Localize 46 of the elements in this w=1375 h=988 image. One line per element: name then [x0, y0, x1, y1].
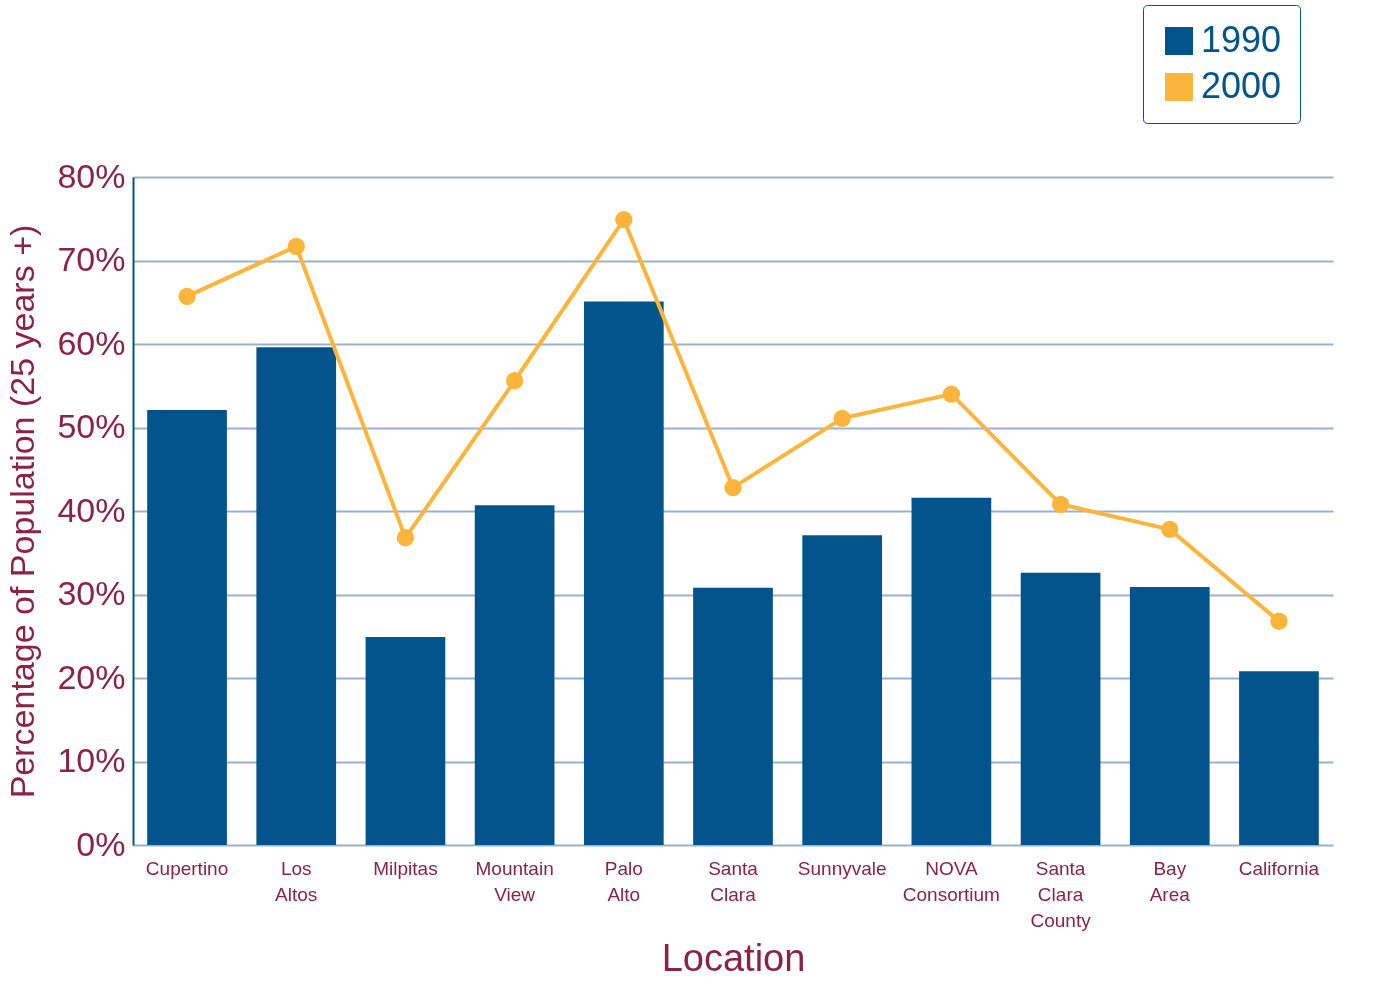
point — [833, 409, 851, 427]
point — [724, 478, 742, 497]
y-tick-label: 40% — [57, 490, 126, 529]
y-tick-label: 80% — [57, 156, 126, 195]
legend-label: 2000 — [1201, 65, 1282, 106]
bar — [583, 301, 664, 845]
x-tick-label: Sunnyvale — [797, 857, 887, 879]
x-tick-label: Palo Alto — [604, 857, 643, 905]
bar — [693, 587, 773, 845]
y-tick-label: 60% — [57, 323, 126, 362]
y-tick-label: 20% — [57, 657, 126, 696]
x-tick-label: Cupertino — [145, 857, 229, 879]
point — [615, 210, 633, 229]
x-tick-label: NOVA Consortium — [902, 857, 1000, 905]
x-tick-label: Santa Clara — [708, 857, 759, 905]
bar — [365, 637, 446, 845]
x-tick-label: Mountain View — [475, 857, 554, 905]
y-tick-label: 30% — [57, 574, 126, 612]
y-tick-label: 10% — [57, 741, 126, 779]
bar — [474, 505, 555, 845]
point — [1051, 495, 1070, 513]
bar — [147, 409, 227, 845]
y-tick-label: 50% — [57, 407, 126, 445]
bar — [1239, 671, 1319, 845]
point — [942, 385, 961, 403]
point — [396, 529, 415, 547]
bar — [1020, 572, 1101, 845]
x-axis-title: Location — [661, 936, 806, 979]
x-tick-label: Santa Clara County — [1030, 857, 1092, 931]
bar — [911, 497, 992, 845]
bar — [256, 347, 337, 845]
bar — [1129, 586, 1210, 845]
y-tick-label: 0% — [76, 824, 126, 863]
point — [178, 287, 196, 306]
point — [1161, 520, 1179, 539]
x-tick-label: Bay Area — [1149, 857, 1191, 905]
bar — [802, 535, 883, 845]
point — [287, 237, 305, 255]
legend-label: 1990 — [1201, 19, 1282, 60]
x-tick-label: Los Altos — [275, 857, 318, 905]
x-tick-label: Milpitas — [373, 857, 438, 879]
point — [1270, 612, 1288, 630]
point — [505, 372, 524, 390]
x-tick-label: California — [1238, 857, 1320, 879]
y-axis-title: Percentage of Population (25 years +) — [3, 224, 42, 799]
y-tick-label: 70% — [57, 240, 126, 278]
